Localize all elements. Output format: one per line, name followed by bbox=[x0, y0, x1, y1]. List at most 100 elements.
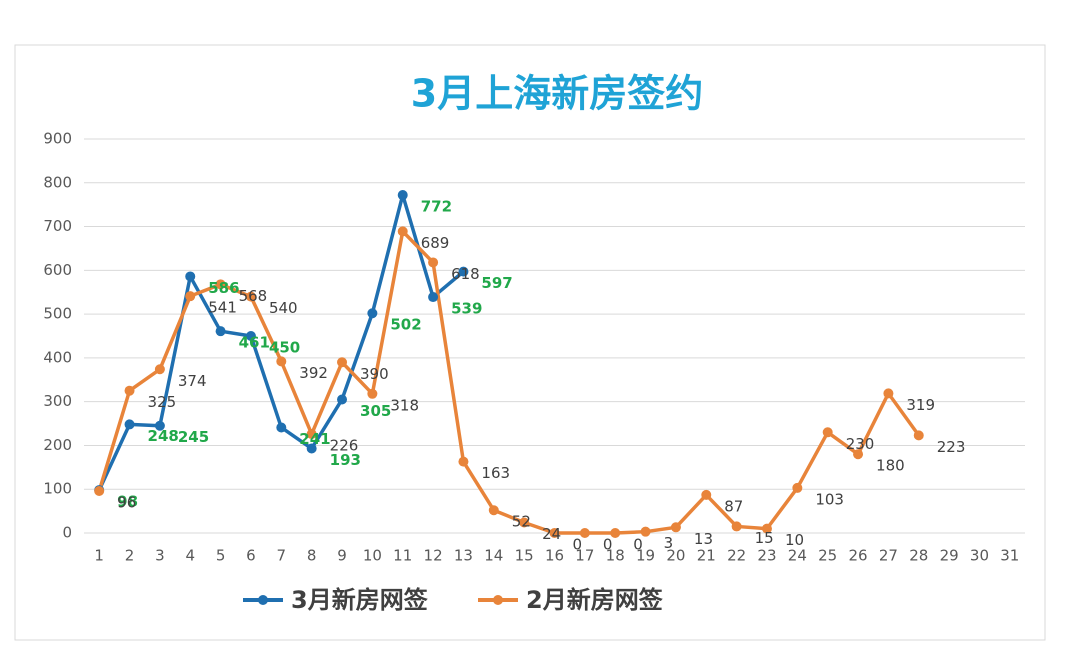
legend-marker bbox=[258, 595, 268, 605]
data-point bbox=[519, 517, 530, 528]
data-label: 0 bbox=[603, 536, 613, 554]
x-tick-label: 10 bbox=[363, 547, 382, 565]
x-tick-label: 16 bbox=[545, 547, 564, 565]
y-tick-label: 700 bbox=[43, 217, 72, 235]
data-label: 180 bbox=[876, 457, 905, 475]
y-tick-label: 100 bbox=[43, 480, 72, 498]
y-tick-label: 400 bbox=[43, 348, 72, 366]
data-label: 540 bbox=[269, 299, 298, 317]
data-label: 3 bbox=[664, 534, 674, 552]
data-label: 305 bbox=[360, 402, 391, 420]
data-label: 87 bbox=[724, 497, 743, 515]
y-tick-label: 800 bbox=[43, 173, 72, 191]
data-label: 390 bbox=[360, 365, 389, 383]
x-tick-label: 31 bbox=[1000, 547, 1019, 565]
x-tick-label: 8 bbox=[307, 547, 317, 565]
data-point bbox=[306, 443, 317, 454]
x-tick-label: 14 bbox=[484, 547, 503, 565]
x-tick-label: 27 bbox=[879, 547, 898, 565]
data-point bbox=[610, 528, 621, 538]
data-point bbox=[428, 292, 439, 303]
x-tick-label: 15 bbox=[515, 547, 534, 565]
x-tick-label: 7 bbox=[277, 547, 287, 565]
chart-title: 3月上海新房签约 bbox=[411, 72, 703, 116]
data-point bbox=[822, 427, 833, 438]
data-point bbox=[579, 528, 590, 538]
x-tick-label: 12 bbox=[424, 547, 443, 565]
y-tick-label: 200 bbox=[43, 436, 72, 454]
data-point bbox=[458, 266, 469, 277]
x-tick-label: 5 bbox=[216, 547, 226, 565]
data-label: 539 bbox=[451, 300, 482, 318]
x-tick-label: 23 bbox=[757, 547, 776, 565]
data-label: 52 bbox=[512, 513, 531, 531]
data-point bbox=[913, 430, 924, 441]
x-tick-label: 19 bbox=[636, 547, 655, 565]
x-tick-label: 20 bbox=[666, 547, 685, 565]
y-tick-label: 300 bbox=[43, 392, 72, 410]
data-point bbox=[367, 308, 378, 319]
data-point bbox=[549, 528, 560, 538]
x-tick-label: 9 bbox=[337, 547, 347, 565]
data-point bbox=[245, 331, 256, 341]
data-point bbox=[124, 419, 135, 430]
data-label: 597 bbox=[481, 274, 512, 292]
data-label: 241 bbox=[299, 430, 330, 448]
data-label: 245 bbox=[178, 428, 209, 446]
data-label: 248 bbox=[148, 427, 179, 445]
data-point bbox=[458, 456, 469, 467]
legend-label: 3月新房网签 bbox=[291, 586, 429, 614]
x-tick-label: 26 bbox=[849, 547, 868, 565]
data-label: 502 bbox=[390, 316, 421, 334]
data-label: 319 bbox=[906, 396, 935, 414]
chart-border bbox=[14, 44, 1046, 641]
data-point bbox=[367, 388, 378, 399]
data-label: 461 bbox=[239, 334, 270, 352]
data-point bbox=[215, 279, 226, 290]
series-line bbox=[97, 229, 921, 535]
data-point bbox=[428, 257, 439, 268]
data-label: 586 bbox=[208, 279, 239, 297]
data-point bbox=[215, 326, 226, 337]
data-point bbox=[337, 394, 348, 405]
data-point bbox=[853, 449, 864, 460]
data-label: 772 bbox=[421, 198, 452, 216]
data-label: 392 bbox=[299, 364, 328, 382]
data-label: 163 bbox=[481, 464, 510, 482]
data-point bbox=[245, 291, 256, 302]
y-tick-label: 600 bbox=[43, 261, 72, 279]
data-label: 374 bbox=[178, 372, 207, 390]
data-label: 541 bbox=[208, 299, 237, 317]
data-label: 0 bbox=[633, 536, 643, 554]
data-point bbox=[883, 388, 894, 399]
data-point bbox=[761, 523, 772, 534]
data-label: 223 bbox=[937, 438, 966, 456]
x-tick-label: 25 bbox=[818, 547, 837, 565]
data-label: 618 bbox=[451, 265, 480, 283]
x-tick-label: 1 bbox=[94, 547, 104, 565]
data-point bbox=[397, 190, 408, 201]
x-tick-label: 6 bbox=[246, 547, 256, 565]
x-tick-label: 4 bbox=[185, 547, 195, 565]
y-tick-label: 0 bbox=[62, 524, 72, 542]
x-tick-label: 18 bbox=[606, 547, 625, 565]
data-label: 568 bbox=[239, 287, 268, 305]
data-point bbox=[731, 521, 742, 532]
data-point bbox=[185, 271, 196, 282]
x-tick-label: 3 bbox=[155, 547, 165, 565]
data-label: 24 bbox=[542, 525, 561, 543]
data-label: 193 bbox=[330, 451, 361, 469]
x-tick-label: 17 bbox=[575, 547, 594, 565]
y-tick-label: 900 bbox=[43, 130, 72, 148]
data-label: 96 bbox=[117, 493, 136, 511]
data-point bbox=[488, 505, 499, 516]
data-point bbox=[276, 422, 287, 433]
data-label: 103 bbox=[815, 490, 844, 508]
data-label: 0 bbox=[573, 536, 583, 554]
x-tick-label: 21 bbox=[697, 547, 716, 565]
data-label: 226 bbox=[330, 437, 359, 455]
x-tick-label: 28 bbox=[909, 547, 928, 565]
data-label: 15 bbox=[755, 529, 774, 547]
data-label: 230 bbox=[846, 435, 875, 453]
